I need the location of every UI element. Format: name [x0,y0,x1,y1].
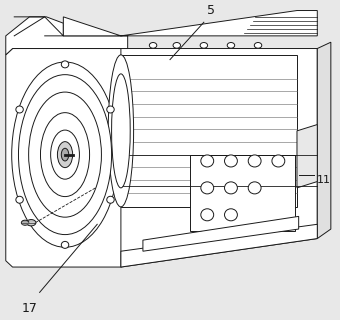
Ellipse shape [149,43,157,48]
Ellipse shape [16,106,23,113]
Ellipse shape [248,155,261,167]
Ellipse shape [224,182,237,194]
Ellipse shape [61,241,69,248]
Ellipse shape [200,43,208,48]
Ellipse shape [107,196,114,203]
Text: 11: 11 [317,175,331,185]
Ellipse shape [12,62,118,247]
Polygon shape [63,11,317,36]
Polygon shape [121,49,317,267]
Ellipse shape [108,55,134,207]
Polygon shape [6,17,128,55]
Ellipse shape [29,92,101,217]
Polygon shape [6,49,128,267]
Ellipse shape [112,74,130,188]
Ellipse shape [254,43,262,48]
Ellipse shape [201,182,214,194]
Ellipse shape [201,155,214,167]
Text: 5: 5 [207,4,215,17]
Ellipse shape [227,43,235,48]
Polygon shape [297,124,317,188]
Ellipse shape [248,182,261,194]
Ellipse shape [21,220,29,225]
Ellipse shape [107,106,114,113]
Ellipse shape [272,155,285,167]
Polygon shape [143,216,299,251]
Polygon shape [121,55,297,207]
Ellipse shape [57,142,73,168]
Text: 17: 17 [21,302,37,315]
Ellipse shape [61,61,69,68]
Ellipse shape [16,196,23,203]
Polygon shape [190,155,295,231]
Ellipse shape [40,113,89,196]
Ellipse shape [224,209,237,221]
Ellipse shape [61,148,69,161]
Ellipse shape [18,75,112,235]
Polygon shape [317,42,331,238]
Ellipse shape [224,155,237,167]
Ellipse shape [27,220,36,226]
Polygon shape [121,224,317,267]
Ellipse shape [173,43,181,48]
Ellipse shape [201,209,214,221]
Ellipse shape [51,130,80,179]
